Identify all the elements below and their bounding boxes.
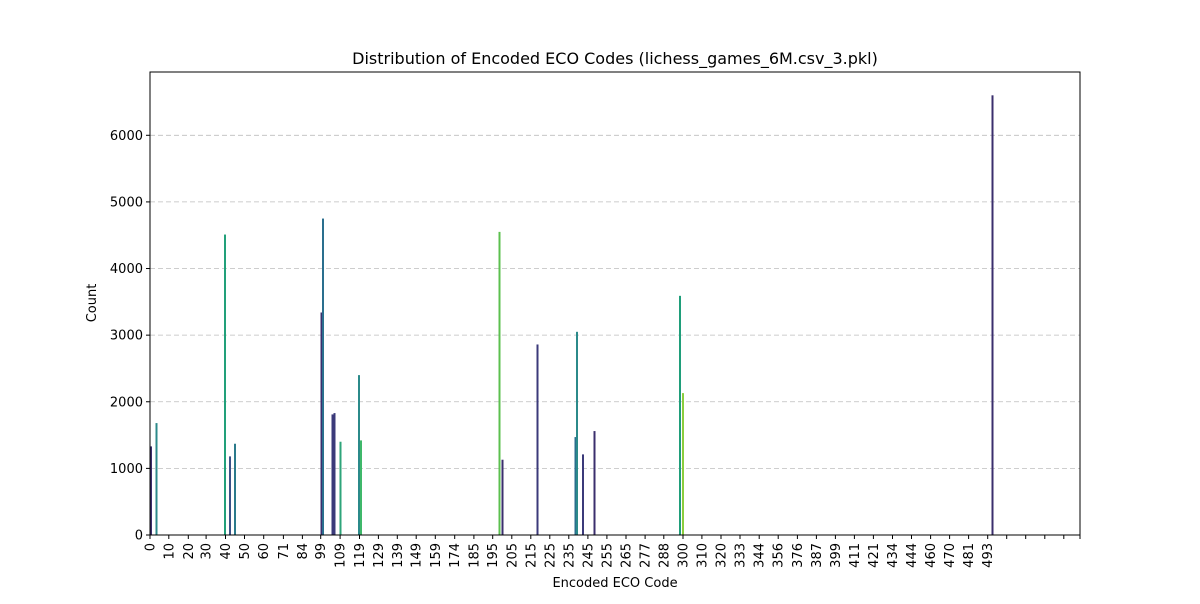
bar-series bbox=[150, 95, 994, 536]
x-tick-label: 245 bbox=[581, 543, 596, 568]
bar-eco-107 bbox=[339, 441, 342, 535]
x-tick-label: 470 bbox=[943, 543, 958, 568]
bar-eco-201 bbox=[501, 459, 504, 535]
bar-eco-100 bbox=[322, 218, 324, 535]
x-tick-label: 225 bbox=[543, 543, 558, 568]
chart-title: Distribution of Encoded ECO Codes (liche… bbox=[352, 49, 878, 69]
x-tick-label: 215 bbox=[524, 543, 539, 568]
bar-eco-99 bbox=[320, 312, 323, 535]
x-tick-label: 0 bbox=[144, 543, 159, 551]
bar-eco-243 bbox=[582, 454, 584, 535]
x-tick-label: 344 bbox=[753, 543, 768, 568]
bar-eco-222 bbox=[536, 344, 539, 535]
x-tick-label: 60 bbox=[257, 543, 272, 560]
x-tick-label: 99 bbox=[314, 543, 329, 560]
bar-eco-240 bbox=[574, 437, 577, 535]
x-tick-label: 109 bbox=[334, 543, 349, 568]
y-tick-label: 1000 bbox=[110, 462, 143, 477]
x-tick-label: 356 bbox=[772, 543, 787, 568]
bar-eco-103 bbox=[331, 414, 334, 535]
x-tick-label: 288 bbox=[657, 543, 672, 568]
x-tick-label: 421 bbox=[867, 543, 882, 568]
x-tick-label: 493 bbox=[981, 543, 996, 568]
x-tick-label: 235 bbox=[562, 543, 577, 568]
x-tick-label: 399 bbox=[829, 543, 844, 568]
x-axis-label: Encoded ECO Code bbox=[552, 576, 677, 591]
bar-eco-40 bbox=[224, 234, 226, 536]
x-tick-label: 376 bbox=[791, 543, 806, 568]
x-tick-label: 320 bbox=[715, 543, 730, 568]
x-tick-label: 40 bbox=[219, 543, 234, 560]
x-tick-label: 30 bbox=[200, 543, 215, 560]
x-tick-label: 300 bbox=[677, 543, 692, 568]
x-tick-label: 460 bbox=[924, 543, 939, 568]
x-tick-label: 333 bbox=[734, 543, 749, 568]
plot-frame bbox=[149, 71, 1081, 536]
x-tick-label: 310 bbox=[695, 543, 710, 568]
bar-eco-3 bbox=[155, 423, 158, 535]
y-axis-label: Count bbox=[85, 284, 100, 323]
x-tick-label: 481 bbox=[962, 543, 977, 568]
x-tick-label: 205 bbox=[505, 543, 520, 568]
bar-eco-241 bbox=[576, 331, 578, 535]
bar-eco-301 bbox=[682, 393, 684, 535]
x-tick-label: 195 bbox=[486, 543, 501, 568]
x-tick-label: 277 bbox=[639, 543, 654, 568]
bar-eco-0 bbox=[150, 446, 152, 535]
x-tick-label: 149 bbox=[410, 543, 425, 568]
x-tick-label: 265 bbox=[620, 543, 635, 568]
x-tick-label: 10 bbox=[162, 543, 177, 560]
y-tick-label: 5000 bbox=[110, 195, 143, 210]
x-tick-label: 444 bbox=[905, 543, 920, 568]
x-tick-label: 84 bbox=[296, 543, 311, 560]
x-tick-label: 434 bbox=[886, 543, 901, 568]
x-tick-label: 387 bbox=[810, 543, 825, 568]
y-tick-label: 0 bbox=[135, 529, 143, 544]
x-tick-label: 255 bbox=[600, 543, 615, 568]
x-tick-label: 139 bbox=[391, 543, 406, 568]
bar-eco-104 bbox=[333, 413, 336, 535]
bar-eco-117 bbox=[360, 440, 362, 535]
y-ticks: 0 1000 2000 3000 4000 5000 6000 bbox=[110, 129, 150, 544]
x-tick-label: 411 bbox=[848, 543, 863, 568]
x-tick-label: 129 bbox=[372, 543, 387, 568]
bar-eco-42 bbox=[229, 456, 231, 535]
x-tick-label: 20 bbox=[182, 543, 197, 560]
y-gridlines bbox=[150, 134, 1080, 469]
x-tick-label: 185 bbox=[467, 543, 482, 568]
y-tick-label: 3000 bbox=[110, 329, 143, 344]
bar-eco-200 bbox=[498, 231, 501, 535]
x-tick-label: 159 bbox=[429, 543, 444, 568]
bar-eco-300 bbox=[679, 295, 681, 535]
bar-eco-116 bbox=[358, 375, 360, 535]
x-tick-label: 119 bbox=[353, 543, 368, 568]
bar-eco-44 bbox=[234, 443, 236, 535]
bar-eco-497 bbox=[991, 95, 994, 536]
x-tick-label: 50 bbox=[238, 543, 253, 560]
x-ticks: 0 10 20 30 40 50 60 71 84 99 109 119 129 139 149 159 174… bbox=[144, 535, 1081, 568]
x-tick-label: 71 bbox=[277, 543, 292, 560]
y-tick-label: 6000 bbox=[110, 129, 143, 144]
bar-eco-246 bbox=[593, 431, 596, 535]
y-tick-label: 2000 bbox=[110, 395, 143, 410]
x-tick-label: 174 bbox=[448, 543, 463, 568]
y-tick-label: 4000 bbox=[110, 262, 143, 277]
